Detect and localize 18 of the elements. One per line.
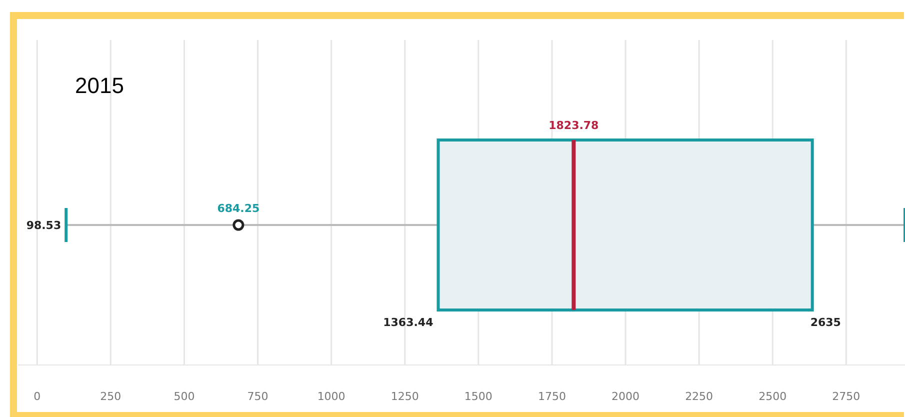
x-tick-label: 2500	[758, 390, 787, 403]
x-tick-label: 250	[100, 390, 122, 403]
x-tick-label: 0	[34, 390, 41, 403]
annotation: 98.53	[26, 219, 62, 232]
x-tick-label: 2250	[685, 390, 714, 403]
x-tick-label: 1500	[464, 390, 492, 403]
x-tick-label: 1250	[390, 390, 419, 403]
x-tick-label: 1000	[317, 390, 346, 403]
x-tick-label: 750	[247, 390, 268, 403]
x-tick-label: 1750	[538, 390, 566, 403]
annotation: 684.25	[217, 202, 260, 215]
annotation: 1823.78	[548, 119, 599, 132]
annotation: 1363.44	[383, 316, 434, 329]
x-tick-label: 500	[174, 390, 195, 403]
x-tick-label: 2750	[832, 390, 860, 403]
text: 2015	[75, 73, 124, 98]
annotation: 2635	[810, 316, 841, 329]
x-tick-label: 2000	[612, 390, 640, 403]
